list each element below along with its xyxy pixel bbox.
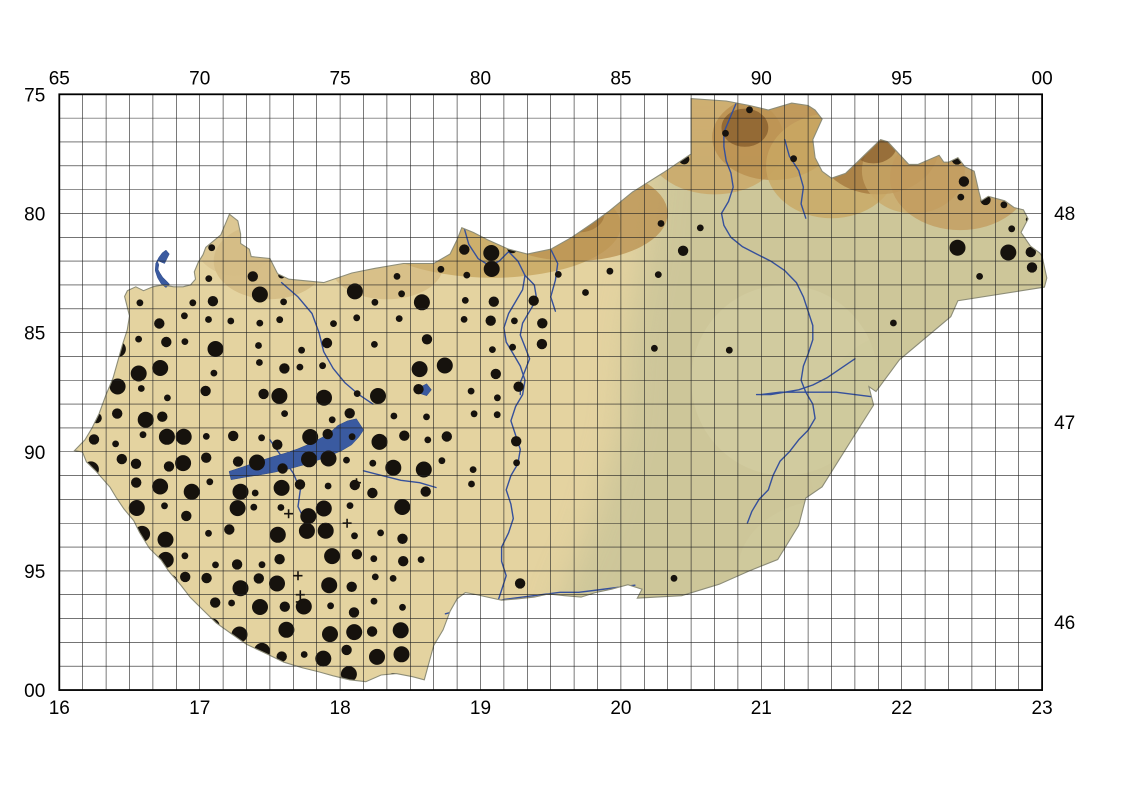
- svg-text:85: 85: [24, 324, 45, 345]
- svg-text:48: 48: [1054, 204, 1075, 225]
- svg-text:95: 95: [24, 562, 45, 583]
- svg-text:80: 80: [24, 204, 45, 225]
- svg-text:95: 95: [891, 68, 912, 89]
- svg-text:65: 65: [49, 68, 70, 89]
- svg-text:16: 16: [49, 698, 70, 719]
- svg-text:00: 00: [24, 681, 45, 702]
- svg-text:80: 80: [470, 68, 491, 89]
- svg-text:00: 00: [1032, 68, 1053, 89]
- svg-text:47: 47: [1054, 413, 1075, 434]
- svg-text:22: 22: [891, 698, 912, 719]
- svg-text:18: 18: [330, 698, 351, 719]
- svg-text:90: 90: [24, 443, 45, 464]
- svg-text:17: 17: [189, 698, 210, 719]
- svg-text:20: 20: [610, 698, 631, 719]
- svg-text:46: 46: [1054, 613, 1075, 634]
- svg-text:75: 75: [330, 68, 351, 89]
- svg-text:85: 85: [610, 68, 631, 89]
- svg-text:23: 23: [1032, 698, 1053, 719]
- svg-text:75: 75: [24, 85, 45, 106]
- svg-text:21: 21: [751, 698, 772, 719]
- svg-text:19: 19: [470, 698, 491, 719]
- svg-text:70: 70: [189, 68, 210, 89]
- svg-text:90: 90: [751, 68, 772, 89]
